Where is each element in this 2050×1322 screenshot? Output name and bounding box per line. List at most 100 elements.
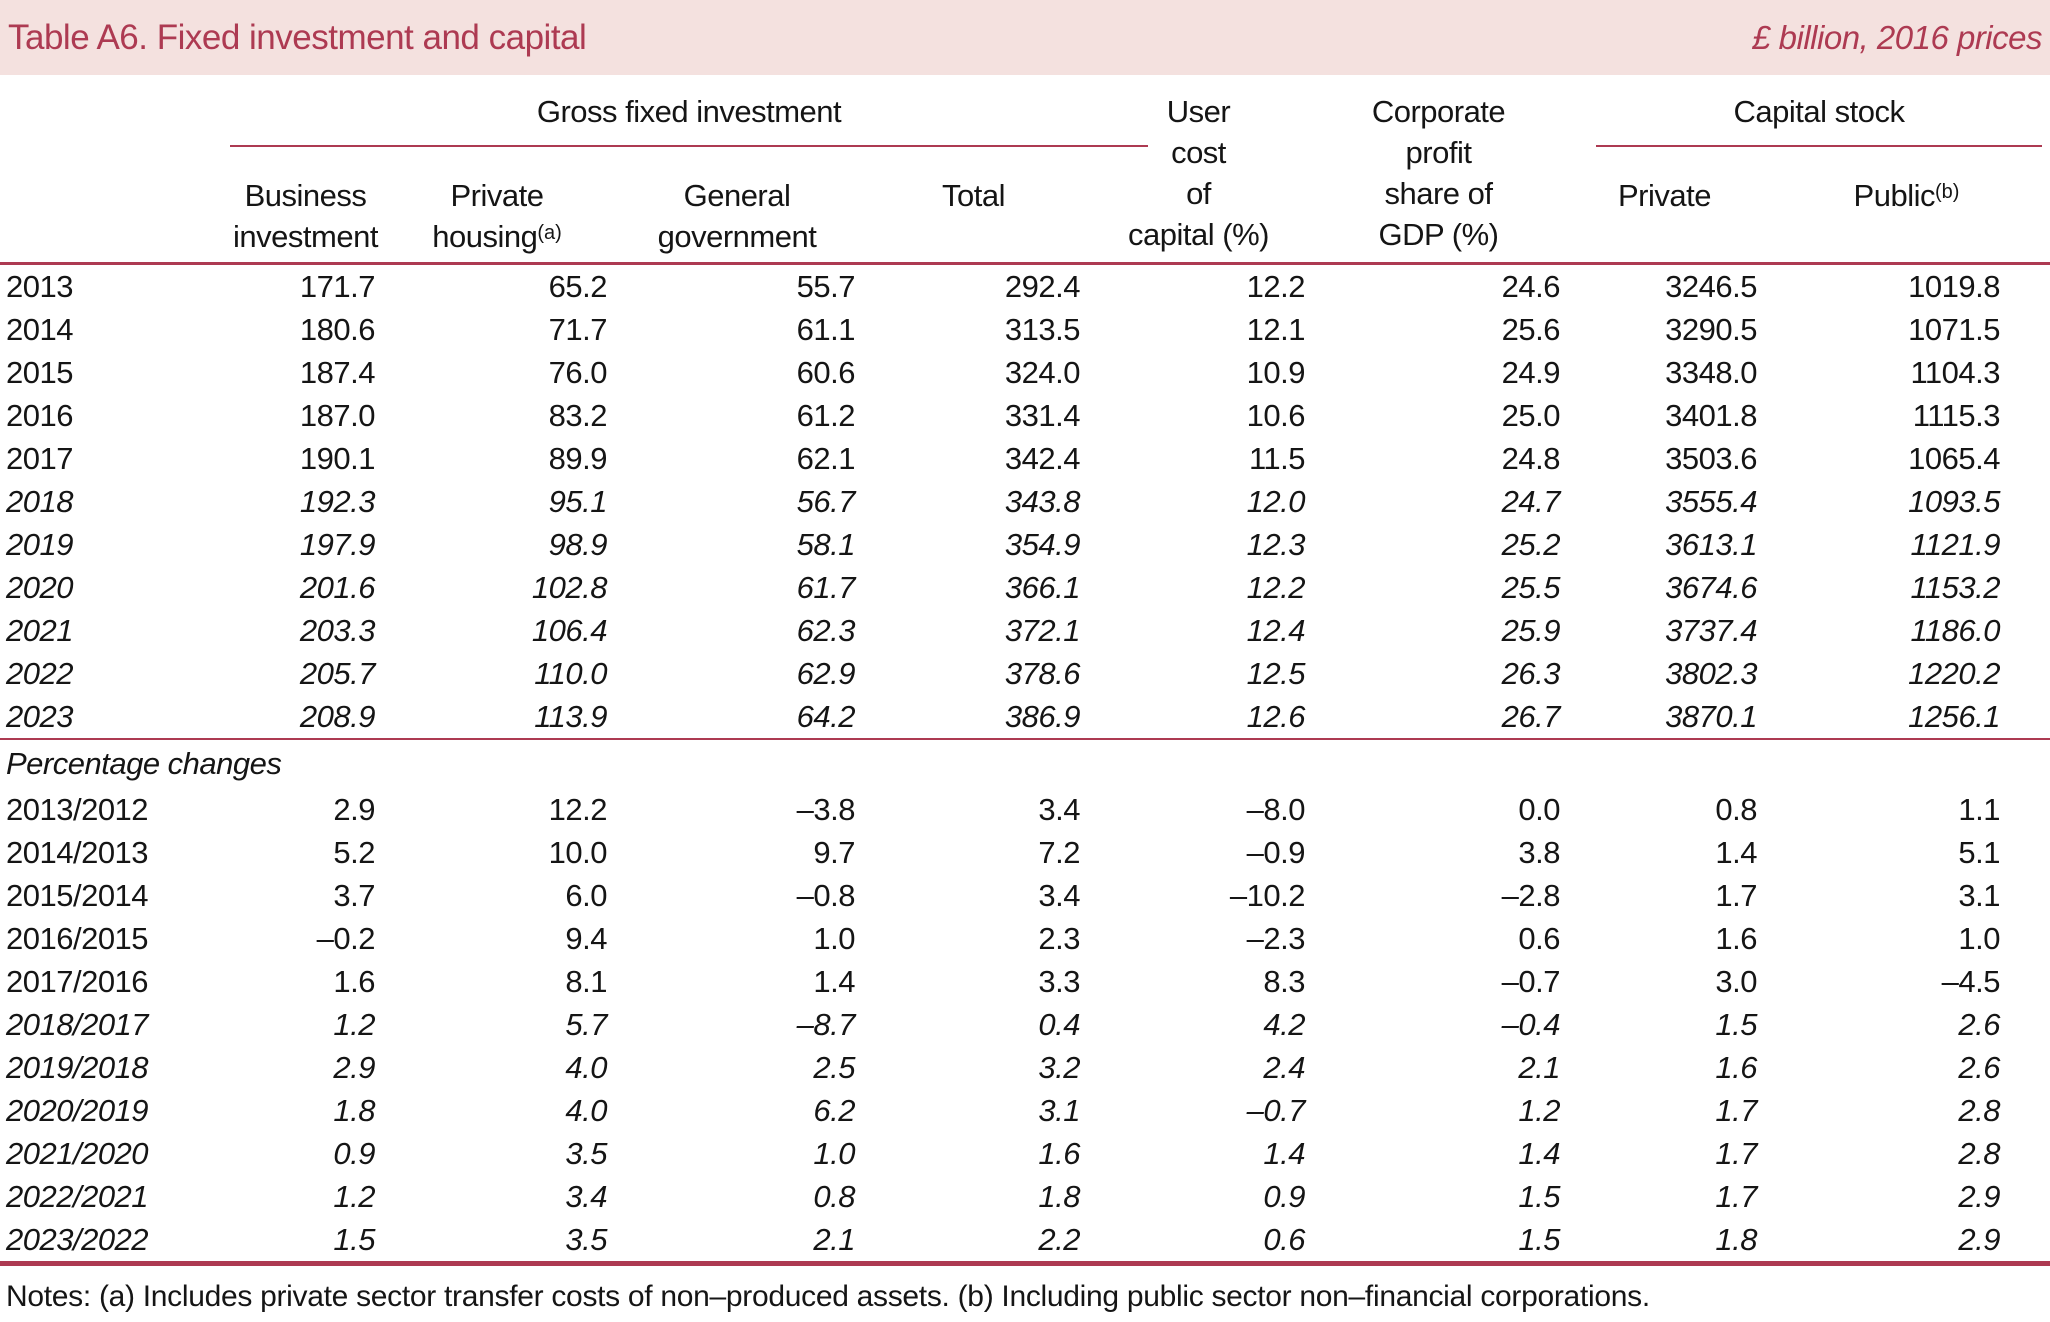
- pct-row: 2013/2012 2.9 12.2 –3.8 3.4 –8.0 0.0 0.8 1.1: [0, 788, 2050, 831]
- cell: 3870.1: [1665, 699, 1757, 734]
- cell: 6.0: [565, 878, 607, 913]
- pct-row: 2017/2016 1.6 8.1 1.4 3.3 8.3 –0.7 3.0 –4.5: [0, 960, 2050, 1003]
- cell: –0.8: [796, 878, 856, 913]
- cell: 25.2: [1501, 527, 1561, 562]
- cell: 3401.8: [1665, 398, 1757, 433]
- cell: 1093.5: [1908, 484, 2000, 519]
- col-header-private-housing: Private housing(a): [381, 147, 613, 262]
- header-line: capital (%): [1128, 217, 1269, 252]
- cell: 102.8: [531, 570, 608, 605]
- footnote-marker-a: (a): [537, 222, 562, 244]
- row-label: 2020: [6, 570, 73, 605]
- cell: 1071.5: [1908, 312, 2000, 347]
- cell: 25.0: [1501, 398, 1561, 433]
- year-row: 2020 201.6 102.8 61.7 366.1 12.2 25.5 3674.6 115…: [0, 566, 2050, 609]
- cell: 292.4: [1004, 269, 1081, 304]
- percentage-changes-label: Percentage changes: [0, 738, 2050, 788]
- cell: 4.2: [1263, 1007, 1305, 1042]
- cell: 1.6: [1038, 1136, 1080, 1171]
- header-line: share of: [1384, 176, 1493, 211]
- cell: 83.2: [548, 398, 608, 433]
- cell: 1.8: [1038, 1179, 1080, 1214]
- cell: 1115.3: [1912, 398, 2001, 433]
- cell: 1.2: [1518, 1093, 1560, 1128]
- col-header-corporate-profit-share: Corporate profit share of GDP (%): [1311, 75, 1566, 262]
- cell: 1019.8: [1908, 269, 2000, 304]
- cell: –0.4: [1501, 1007, 1561, 1042]
- col-header-public: Public(b): [1763, 147, 2050, 262]
- cell: 3290.5: [1665, 312, 1757, 347]
- header-text: Public: [1853, 178, 1936, 213]
- cell: 12.4: [1246, 613, 1306, 648]
- year-row: 2021 203.3 106.4 62.3 372.1 12.4 25.9 3737.4 118…: [0, 609, 2050, 652]
- cell: 1.6: [333, 964, 375, 999]
- header-line: General: [683, 178, 791, 213]
- year-row: 2018 192.3 95.1 56.7 343.8 12.0 24.7 3555.4 1093…: [0, 480, 2050, 523]
- cell: 0.0: [1518, 792, 1560, 827]
- row-label: 2014/2013: [6, 835, 149, 870]
- cell: 1121.9: [1910, 527, 2000, 562]
- cell: 6.2: [813, 1093, 855, 1128]
- cell: 9.7: [813, 835, 855, 870]
- cell: 2.8: [1958, 1093, 2000, 1128]
- cell: 187.4: [299, 355, 376, 390]
- cell: 2.9: [1958, 1222, 2000, 1257]
- cell: 113.9: [534, 699, 607, 734]
- cell: 9.4: [565, 921, 607, 956]
- cell: 12.6: [1246, 699, 1306, 734]
- cell: 1.5: [333, 1222, 375, 1257]
- cell: 205.7: [299, 656, 376, 691]
- cell: 10.6: [1246, 398, 1306, 433]
- cell: –2.8: [1501, 878, 1561, 913]
- cell: 1.2: [333, 1007, 375, 1042]
- cell: 65.2: [548, 269, 608, 304]
- cell: –3.8: [796, 792, 856, 827]
- year-row: 2019 197.9 98.9 58.1 354.9 12.3 25.2 3613.1 1121…: [0, 523, 2050, 566]
- row-label: 2013/2012: [6, 792, 149, 827]
- cell: 5.1: [1958, 835, 2000, 870]
- cell: 25.9: [1501, 613, 1561, 648]
- header-text: housing: [432, 219, 538, 254]
- data-table-wrap: 2013 171.7 65.2 55.7 292.4 12.2 24.6 3246.5 1019…: [0, 265, 2050, 1266]
- pct-row: 2018/2017 1.2 5.7 –8.7 0.4 4.2 –0.4 1.5 2.6: [0, 1003, 2050, 1046]
- header-line: Corporate: [1371, 94, 1506, 129]
- cell: 324.0: [1004, 355, 1081, 390]
- cell: 366.1: [1004, 570, 1081, 605]
- cell: –8.7: [796, 1007, 856, 1042]
- cell: 180.6: [299, 312, 376, 347]
- row-label: 2022/2021: [6, 1179, 149, 1214]
- cell: 5.7: [565, 1007, 607, 1042]
- cell: 71.7: [548, 312, 608, 347]
- col-header-total: Total: [861, 147, 1086, 262]
- column-group-gross-fixed-investment: Gross fixed investment: [230, 75, 1148, 147]
- pct-row: 2015/2014 3.7 6.0 –0.8 3.4 –10.2 –2.8 1.7 3.1: [0, 874, 2050, 917]
- title-banner: Table A6. Fixed investment and capital £…: [0, 0, 2050, 75]
- cell: 2.6: [1958, 1050, 2000, 1085]
- cell: 3348.0: [1665, 355, 1757, 390]
- cell: 1065.4: [1908, 441, 2000, 476]
- header-line: profit: [1405, 135, 1472, 170]
- cell: 0.4: [1038, 1007, 1080, 1042]
- cell: 60.6: [796, 355, 856, 390]
- column-group-capital-stock: Capital stock: [1596, 75, 2042, 147]
- cell: 3.1: [1038, 1093, 1080, 1128]
- row-label: 2018/2017: [6, 1007, 149, 1042]
- cell: 197.9: [299, 527, 376, 562]
- header-line: of: [1186, 176, 1211, 211]
- row-label: 2015/2014: [6, 878, 149, 913]
- cell: 1.0: [1958, 921, 2000, 956]
- cell: 55.7: [796, 269, 856, 304]
- cell: 62.9: [796, 656, 856, 691]
- cell: 8.1: [565, 964, 607, 999]
- cell: 1.5: [1715, 1007, 1757, 1042]
- cell: 1.6: [1715, 921, 1757, 956]
- header-line: Total: [942, 178, 1005, 213]
- cell: 2.2: [1038, 1222, 1080, 1257]
- header-line: User: [1166, 94, 1231, 129]
- cell: 0.8: [813, 1179, 855, 1214]
- cell: 313.5: [1004, 312, 1081, 347]
- cell: 1.2: [333, 1179, 375, 1214]
- cell: 1.6: [1715, 1050, 1757, 1085]
- cell: 76.0: [548, 355, 608, 390]
